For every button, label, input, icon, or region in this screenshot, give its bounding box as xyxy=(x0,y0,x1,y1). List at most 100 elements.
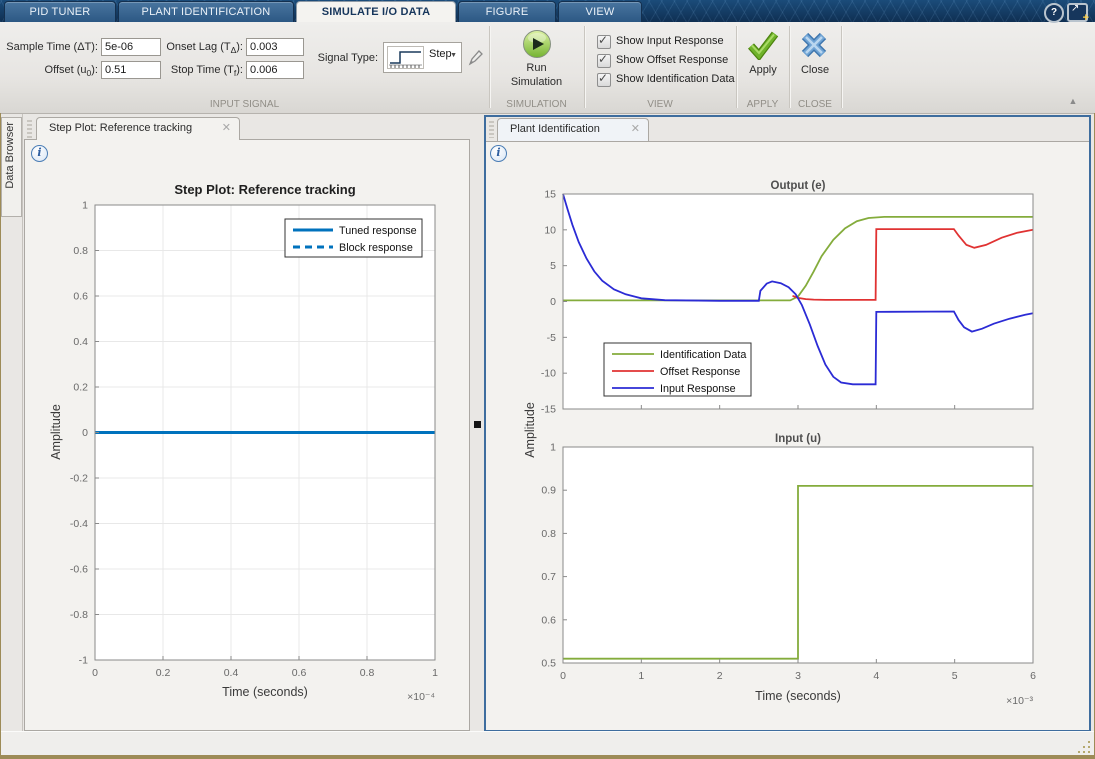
show-offset-response-label[interactable]: Show Offset Response xyxy=(616,54,729,66)
tab-simulate-io-data[interactable]: SIMULATE I/O DATA xyxy=(296,1,456,22)
tab-view[interactable]: VIEW xyxy=(558,1,642,22)
plus-icon: + xyxy=(1082,12,1089,24)
data-browser-tab[interactable]: Data Browser xyxy=(1,117,22,217)
data-browser-strip xyxy=(0,113,23,731)
left-panel-grip[interactable] xyxy=(27,120,32,138)
offset-label: Offset (u0): xyxy=(44,64,98,79)
svg-text:0.4: 0.4 xyxy=(73,336,88,348)
data-browser-label: Data Browser xyxy=(4,122,16,189)
svg-text:0.2: 0.2 xyxy=(156,667,171,679)
tab-plant-identification[interactable]: PLANT IDENTIFICATION xyxy=(118,1,294,22)
resize-grip[interactable] xyxy=(1078,741,1092,754)
svg-text:-0.2: -0.2 xyxy=(70,473,88,485)
svg-text:-1: -1 xyxy=(79,655,88,667)
svg-text:0: 0 xyxy=(92,667,98,679)
svg-text:Tuned response: Tuned response xyxy=(339,225,417,237)
svg-text:Input Response: Input Response xyxy=(660,383,736,395)
svg-text:5: 5 xyxy=(550,260,556,272)
statusbar xyxy=(0,732,1095,755)
left-plot-ylabel: Amplitude xyxy=(49,404,63,460)
apply-button[interactable]: Apply xyxy=(749,64,777,76)
svg-text:Block response: Block response xyxy=(339,242,413,254)
show-identification-data-checkbox[interactable]: ✓ xyxy=(597,71,611,87)
svg-text:×10⁻⁴: ×10⁻⁴ xyxy=(407,691,435,703)
svg-text:-15: -15 xyxy=(541,404,556,416)
ribbon: Sample Time (ΔT): Offset (u0): Onset Lag… xyxy=(0,22,1095,114)
section-simulation: SIMULATION xyxy=(506,99,567,110)
right-panel-tab[interactable]: Plant Identification ✕ xyxy=(497,118,649,141)
svg-text:5: 5 xyxy=(952,670,958,682)
tab-figure[interactable]: FIGURE xyxy=(458,1,556,22)
svg-text:2: 2 xyxy=(717,670,723,682)
collapse-ribbon-icon[interactable]: ▲ xyxy=(1068,96,1078,106)
svg-text:0: 0 xyxy=(550,296,556,308)
close-icon[interactable] xyxy=(800,31,828,59)
run-simulation-label2[interactable]: Simulation xyxy=(510,76,563,88)
signal-type-label: Signal Type: xyxy=(317,52,378,64)
signal-type-value: Step xyxy=(429,48,452,60)
svg-text:10: 10 xyxy=(544,224,556,236)
show-offset-response-checkbox[interactable]: ✓ xyxy=(597,52,611,68)
svg-text:3: 3 xyxy=(795,670,801,682)
svg-text:-10: -10 xyxy=(541,368,556,380)
section-apply: APPLY xyxy=(746,99,779,110)
arrow-ne-icon: ↗ xyxy=(1071,3,1080,14)
svg-text:-0.8: -0.8 xyxy=(70,609,88,621)
svg-text:Identification Data: Identification Data xyxy=(660,349,746,361)
close-tab-icon[interactable]: ✕ xyxy=(630,123,640,135)
right-figure-ylabel: Amplitude xyxy=(523,402,537,458)
edit-signal-pencil-icon[interactable] xyxy=(466,48,486,68)
svg-text:0: 0 xyxy=(560,670,566,682)
dock-window-icon[interactable]: ↗ + xyxy=(1067,3,1089,24)
svg-text:Output (e): Output (e) xyxy=(771,180,826,192)
window-border-bottom xyxy=(0,755,1095,759)
signal-type-dropdown[interactable]: Step ▼ xyxy=(383,42,462,73)
svg-text:0.8: 0.8 xyxy=(360,667,375,679)
svg-text:6: 6 xyxy=(1030,670,1036,682)
left-panel-tab[interactable]: Step Plot: Reference tracking ✕ xyxy=(36,117,240,140)
onset-lag-input[interactable] xyxy=(246,38,304,56)
svg-text:0.8: 0.8 xyxy=(73,245,88,257)
left-panel-tab-label: Step Plot: Reference tracking xyxy=(49,122,193,134)
sample-time-input[interactable] xyxy=(101,38,161,56)
toolstrip-tabbar: PID TUNER PLANT IDENTIFICATION SIMULATE … xyxy=(0,0,1095,22)
svg-text:0: 0 xyxy=(82,427,88,439)
svg-text:-0.6: -0.6 xyxy=(70,564,88,576)
svg-text:0.6: 0.6 xyxy=(73,291,88,303)
svg-text:15: 15 xyxy=(544,189,556,201)
section-input-signal: INPUT SIGNAL xyxy=(209,99,280,110)
svg-text:0.7: 0.7 xyxy=(541,571,556,583)
close-tab-icon[interactable]: ✕ xyxy=(221,122,231,134)
info-icon[interactable]: i xyxy=(31,145,48,162)
run-simulation-label[interactable]: Run xyxy=(526,62,547,74)
offset-input[interactable] xyxy=(101,61,161,79)
check-icon: ✓ xyxy=(598,52,609,66)
tab-pid-tuner[interactable]: PID TUNER xyxy=(4,1,116,22)
section-view: VIEW xyxy=(647,99,673,110)
help-icon[interactable]: ? xyxy=(1044,3,1064,23)
show-input-response-label[interactable]: Show Input Response xyxy=(616,35,724,47)
svg-text:0.6: 0.6 xyxy=(541,614,556,626)
svg-text:0.4: 0.4 xyxy=(224,667,239,679)
right-panel-grip[interactable] xyxy=(489,121,494,138)
show-input-response-checkbox[interactable]: ✓ xyxy=(597,33,611,49)
svg-text:1: 1 xyxy=(638,670,644,682)
run-simulation-icon[interactable] xyxy=(522,29,552,59)
stop-time-input[interactable] xyxy=(246,61,304,79)
svg-text:Time (seconds): Time (seconds) xyxy=(222,685,308,699)
check-icon: ✓ xyxy=(598,71,609,85)
svg-text:-5: -5 xyxy=(547,332,556,344)
apply-icon[interactable] xyxy=(747,30,779,60)
onset-lag-label: Onset Lag (TΔ): xyxy=(166,41,243,56)
svg-text:×10⁻³: ×10⁻³ xyxy=(1006,695,1033,707)
sample-time-label: Sample Time (ΔT): xyxy=(6,41,98,53)
step-plot-chart: 0 0.2 0.4 0.6 0.8 1 -1 -0.8 -0.6 -0.4 -0.2 0 0.2 0.4 0… xyxy=(70,182,438,703)
stop-time-label: Stop Time (Tf): xyxy=(170,64,243,79)
close-button[interactable]: Close xyxy=(800,64,830,76)
info-icon[interactable]: i xyxy=(490,145,507,162)
svg-text:Time (seconds): Time (seconds) xyxy=(755,689,841,703)
splitter-handle[interactable] xyxy=(474,421,481,428)
show-identification-data-label[interactable]: Show Identification Data xyxy=(616,73,735,85)
svg-text:Offset Response: Offset Response xyxy=(660,366,740,378)
